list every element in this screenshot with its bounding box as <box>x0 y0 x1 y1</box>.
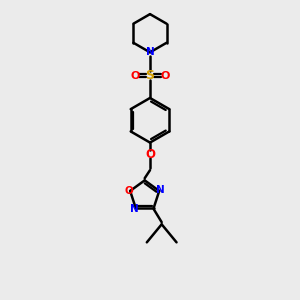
Text: O: O <box>130 71 140 81</box>
Text: O: O <box>124 186 133 196</box>
Text: N: N <box>146 47 154 57</box>
Text: S: S <box>146 69 154 82</box>
Text: O: O <box>160 71 170 81</box>
Text: N: N <box>156 185 165 196</box>
Text: N: N <box>130 204 139 214</box>
Text: O: O <box>145 148 155 161</box>
